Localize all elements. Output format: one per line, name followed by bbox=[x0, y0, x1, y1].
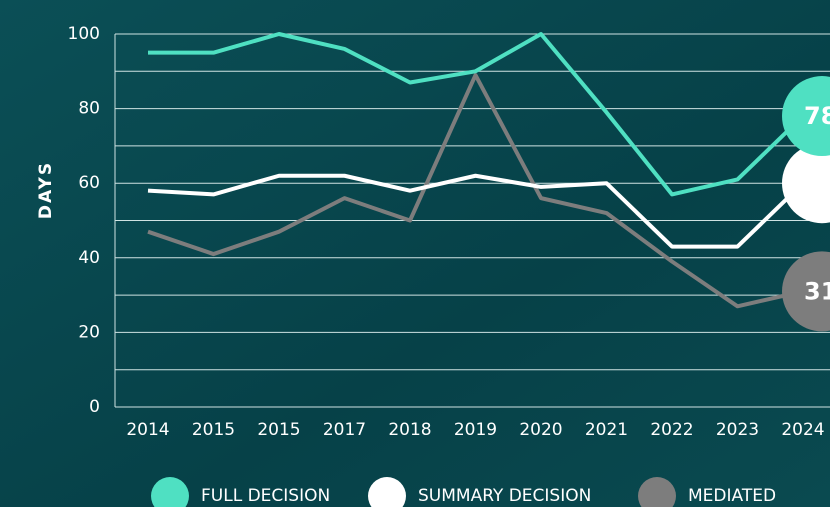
x-tick-label: 2014 bbox=[126, 420, 169, 440]
data-label: 31 bbox=[804, 277, 830, 305]
y-tick-label: 100 bbox=[68, 24, 100, 44]
y-tick-label: 60 bbox=[78, 173, 100, 193]
x-tick-label: 2015 bbox=[257, 420, 300, 440]
x-tick-label: 2024 bbox=[781, 420, 824, 440]
x-tick-label: 2015 bbox=[192, 420, 235, 440]
x-tick-label: 2020 bbox=[519, 420, 562, 440]
y-tick-label: 40 bbox=[78, 248, 100, 268]
y-tick-label: 20 bbox=[78, 322, 100, 342]
data-label: 78 bbox=[804, 102, 830, 130]
legend-label: MEDIATED bbox=[688, 486, 776, 506]
legend-label: FULL DECISION bbox=[201, 486, 330, 506]
x-tick-label: 2017 bbox=[323, 420, 366, 440]
x-tick-label: 2018 bbox=[388, 420, 431, 440]
y-axis-title: DAYS bbox=[36, 161, 56, 219]
x-tick-label: 2022 bbox=[650, 420, 693, 440]
x-tick-label: 2021 bbox=[585, 420, 628, 440]
y-tick-label: 80 bbox=[78, 99, 100, 119]
chart: DAYS 0 20 40 60 80 100 2014 2015 2015 2017 2018 201… bbox=[0, 0, 830, 507]
legend-label: SUMMARY DECISION bbox=[418, 486, 591, 506]
x-tick-label: 2019 bbox=[454, 420, 497, 440]
x-tick-label: 2023 bbox=[716, 420, 759, 440]
data-label: 60 bbox=[804, 169, 830, 197]
y-tick-label: 0 bbox=[89, 397, 100, 417]
